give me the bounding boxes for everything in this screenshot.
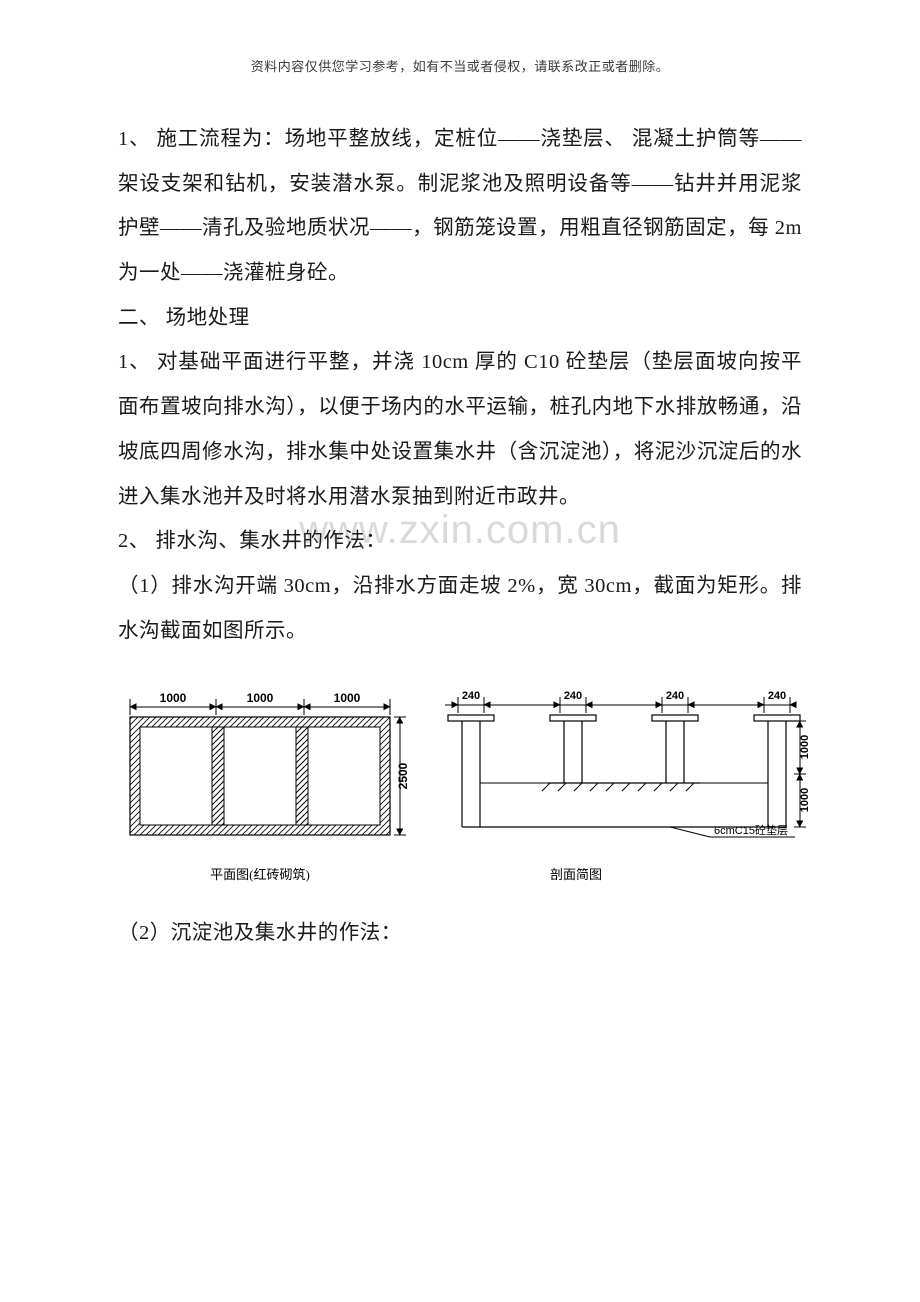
section-pier-dim-1: 240	[462, 690, 480, 702]
figure-plan: 1000 1000 1000	[110, 685, 410, 883]
plan-height-dim: 2500	[396, 763, 410, 790]
paragraph-3: 1、 对基础平面进行平整，并浇 10cm 厚的 C10 砼垫层（垫层面坡向按平面…	[118, 340, 802, 519]
figure-row: 1000 1000 1000	[118, 685, 802, 883]
plan-dim-1: 1000	[160, 691, 187, 705]
paragraph-2: 二、 场地处理	[118, 296, 802, 341]
plan-caption: 平面图(红砖砌筑)	[110, 864, 410, 883]
section-pier-dim-2: 240	[564, 690, 582, 702]
section-side-dim-1: 1000	[799, 735, 810, 759]
document-body: 1、 施工流程为：场地平整放线，定桩位——浇垫层、 混凝土护筒等——架设支架和钻…	[118, 117, 802, 653]
plan-dim-3: 1000	[334, 691, 361, 705]
section-pier-dim-3: 240	[666, 690, 684, 702]
section-pier-dim-4: 240	[768, 690, 786, 702]
figure-section: 240 240 240 240	[430, 685, 810, 883]
section-side-dim-2: 1000	[799, 788, 810, 812]
section-note: 6cmC15砼垫层	[714, 823, 788, 837]
paragraph-1: 1、 施工流程为：场地平整放线，定桩位——浇垫层、 混凝土护筒等——架设支架和钻…	[118, 117, 802, 296]
header-note: 资料内容仅供您学习参考，如有不当或者侵权，请联系改正或者删除。	[118, 56, 802, 75]
paragraph-5: （1）排水沟开端 30cm，沿排水方面走坡 2%，宽 30cm，截面为矩形。排水…	[118, 564, 802, 653]
section-caption: 剖面简图	[430, 864, 810, 883]
plan-dim-2: 1000	[247, 691, 274, 705]
paragraph-4: 2、 排水沟、集水井的作法：	[118, 519, 802, 564]
paragraph-6: （2）沉淀池及集水井的作法：	[118, 911, 802, 956]
